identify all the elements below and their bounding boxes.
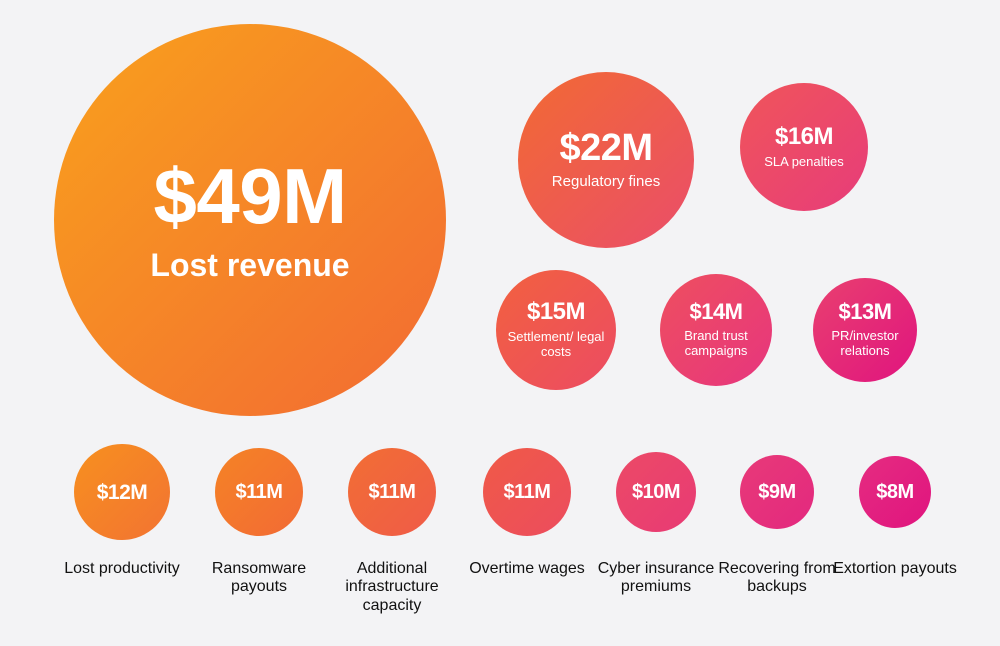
category-label: SLA penalties [764, 153, 844, 169]
bubble-sla-penalties: $16M SLA penalties [740, 83, 868, 211]
bubble-lost-revenue: $49M Lost revenue [54, 24, 446, 416]
value-label: $11M [503, 481, 551, 503]
bubble-pr-investor-relations: $13M PR/investor relations [813, 278, 917, 382]
bubble-settlement-legal-costs: $15M Settlement/ legal costs [496, 270, 616, 390]
bubble-recovering-from-backups: $9M [740, 455, 814, 529]
bubble-regulatory-fines: $22M Regulatory fines [518, 72, 694, 248]
value-label: $12M [96, 480, 148, 504]
value-label: $10M [631, 481, 681, 503]
category-label: Lost productivity [64, 560, 180, 577]
bubble-overtime-wages: $11M [483, 448, 571, 536]
category-label: PR/investor relations [831, 328, 899, 358]
value-label: $9M [758, 481, 796, 503]
bubble-additional-infrastructure-capacity: $11M [348, 448, 436, 536]
value-label: $11M [368, 481, 416, 503]
category-label: Settlement/ legal costs [507, 329, 605, 359]
bubble-extortion-payouts: $8M [859, 456, 931, 528]
value-label: $49M [153, 151, 347, 240]
value-label: $14M [689, 299, 743, 325]
category-label: Additional infrastructure capacity [345, 560, 439, 614]
category-label: Lost revenue [150, 246, 350, 283]
category-label: Recovering from backups [718, 560, 836, 596]
bubble-ransomware-payouts: $11M [215, 448, 303, 536]
value-label: $8M [876, 481, 914, 503]
value-label: $16M [774, 122, 834, 150]
value-label: $15M [526, 298, 586, 326]
category-label: Overtime wages [469, 560, 585, 577]
value-label: $22M [559, 127, 653, 170]
bubble-brand-trust-campaigns: $14M Brand trust campaigns [660, 274, 772, 386]
bubble-lost-productivity: $12M [74, 444, 170, 540]
category-label: Ransomware payouts [211, 560, 307, 596]
category-label: Extortion payouts [833, 560, 957, 577]
category-label: Regulatory fines [551, 173, 661, 191]
bubble-cyber-insurance-premiums: $10M [616, 452, 696, 532]
category-label: Brand trust campaigns [684, 328, 748, 358]
category-label: Cyber insurance premiums [597, 560, 715, 596]
value-label: $13M [838, 299, 892, 325]
value-label: $11M [235, 481, 283, 503]
